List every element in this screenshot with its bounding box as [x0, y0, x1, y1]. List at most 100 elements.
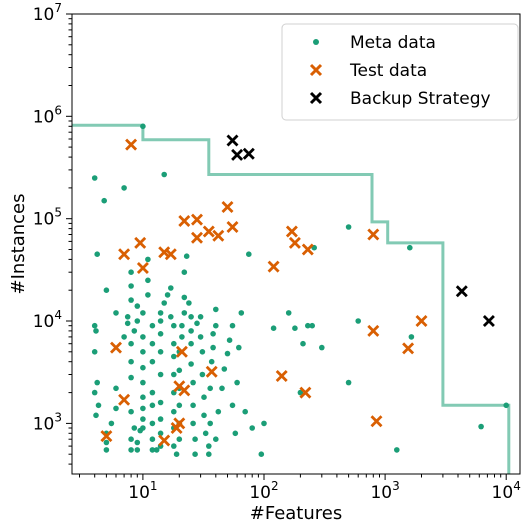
meta-data-point	[140, 379, 146, 386]
meta-data-point	[128, 374, 134, 381]
meta-data-point	[157, 310, 164, 316]
meta-data-point	[236, 344, 242, 351]
meta-data-point	[176, 436, 183, 443]
y-axis-ticks: 103 104 105 106 107	[33, 1, 72, 465]
legend-test-label: Test data	[349, 61, 427, 81]
meta-data-point	[226, 337, 233, 344]
x-tick-label: 104	[492, 479, 521, 503]
meta-data-point	[140, 416, 146, 422]
meta-data-point	[145, 256, 151, 263]
test-data-point	[221, 201, 234, 213]
y-tick-label: 104	[33, 308, 62, 332]
meta-data-point	[108, 420, 115, 427]
meta-data-point	[157, 318, 164, 324]
meta-data-point	[131, 425, 138, 431]
meta-data-point	[183, 253, 190, 259]
meta-data-point	[171, 408, 177, 415]
meta-data-point	[297, 389, 304, 396]
test-data-point	[299, 386, 312, 399]
meta-data-point	[94, 379, 100, 386]
meta-data-point	[408, 334, 415, 340]
y-tick-label: 103	[33, 410, 62, 434]
meta-data-point	[190, 420, 196, 427]
test-data-point	[415, 315, 428, 327]
test-data-point	[191, 213, 203, 226]
backup-strategy-points	[226, 134, 495, 327]
y-tick-label: 107	[33, 1, 62, 25]
meta-data-point	[103, 439, 110, 446]
meta-data-point	[93, 328, 99, 334]
meta-data-point	[161, 300, 167, 306]
test-data-point	[226, 221, 239, 233]
test-data-point	[288, 236, 301, 249]
meta-data-point	[186, 300, 192, 306]
meta-data-point	[157, 331, 164, 337]
meta-data-point	[305, 322, 311, 329]
meta-data-point	[202, 430, 209, 437]
meta-data-point	[270, 325, 277, 332]
meta-data-point	[149, 402, 156, 409]
test-data-point	[267, 260, 280, 273]
meta-data-point	[181, 294, 188, 301]
meta-data-point	[192, 451, 198, 458]
meta-data-point	[140, 425, 146, 431]
test-data-point	[285, 225, 298, 238]
test-data-point	[100, 430, 113, 443]
meta-data-point	[210, 331, 216, 337]
meta-data-point	[478, 423, 484, 430]
meta-data-point	[206, 451, 212, 458]
meta-data-point	[91, 349, 98, 355]
meta-data-point	[91, 389, 98, 396]
meta-data-point	[113, 310, 119, 316]
meta-data-point	[210, 344, 216, 351]
test-data-point	[178, 384, 191, 397]
meta-data-point	[168, 285, 174, 291]
meta-data-point	[128, 269, 134, 276]
y-axis-label: #Instances	[8, 193, 29, 294]
meta-data-point	[128, 408, 134, 415]
meta-data-point	[192, 436, 198, 443]
meta-data-point	[161, 171, 167, 178]
x-tick-label: 103	[370, 479, 399, 503]
meta-data-point	[199, 349, 206, 355]
meta-data-point	[188, 314, 194, 320]
test-data-point	[202, 225, 215, 238]
meta-data-point	[207, 385, 213, 392]
meta-data-point	[134, 318, 141, 324]
meta-data-point	[140, 334, 146, 340]
meta-data-point	[179, 334, 185, 340]
meta-data-point	[249, 425, 255, 431]
meta-data-point	[221, 366, 228, 372]
meta-data-point	[285, 310, 292, 316]
meta-data-point	[149, 358, 156, 365]
meta-data-point	[355, 318, 362, 324]
meta-data-point	[224, 350, 231, 357]
meta-data-point	[134, 439, 141, 446]
meta-data-point	[103, 287, 110, 294]
meta-data-point	[394, 447, 400, 453]
meta-data-point	[173, 451, 180, 458]
meta-data-point	[145, 292, 151, 298]
meta-data-point	[503, 402, 510, 409]
meta-data-point	[201, 412, 207, 419]
test-data-point	[118, 248, 131, 261]
backup-strategy-point	[242, 147, 255, 160]
meta-data-point	[201, 394, 207, 401]
meta-data-point	[124, 320, 131, 327]
meta-data-point	[179, 322, 185, 329]
legend-box	[281, 23, 519, 121]
meta-data-point	[128, 340, 134, 347]
meta-data-point	[261, 420, 267, 427]
test-data-point	[275, 370, 288, 382]
meta-data-point	[300, 340, 306, 347]
test-data-point	[367, 228, 380, 241]
meta-data-point	[171, 322, 177, 329]
plot-area-frame	[71, 13, 521, 475]
meta-data-point	[229, 402, 236, 409]
meta-data-point	[171, 443, 177, 449]
meta-data-point	[121, 334, 127, 340]
meta-data-point	[149, 340, 156, 347]
meta-data-point	[168, 314, 174, 320]
meta-data-point	[149, 436, 156, 443]
meta-data-point	[234, 379, 240, 386]
